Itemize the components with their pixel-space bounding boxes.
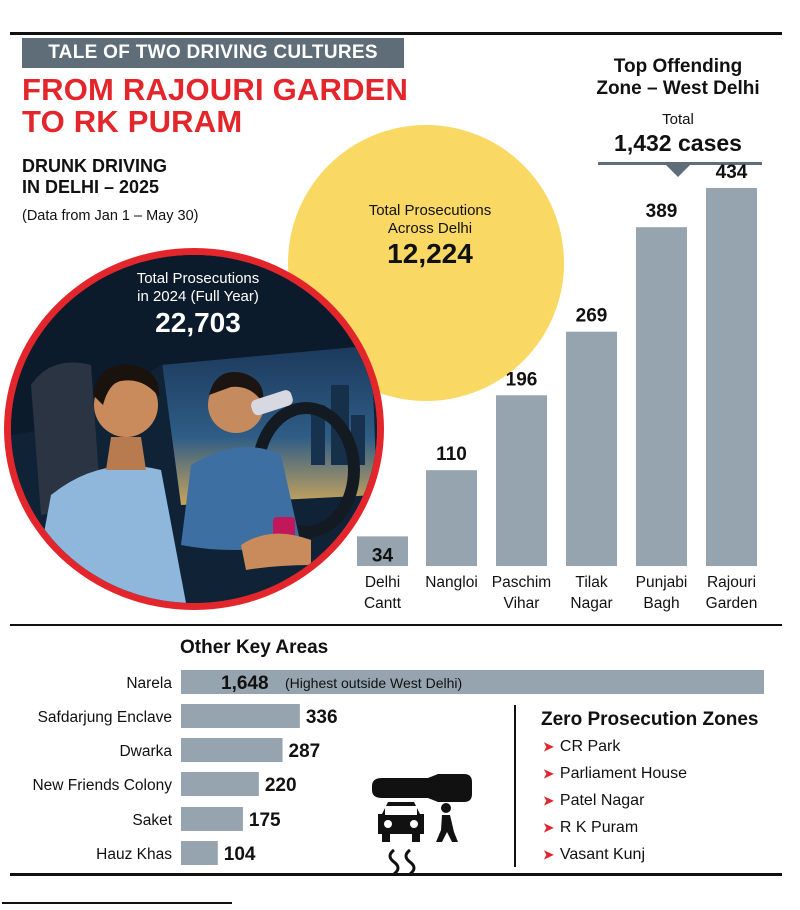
area-bar-label: New Friends Colony — [32, 777, 172, 794]
car-interior-illustration — [11, 255, 377, 603]
zone-bar-label: Delhi — [365, 574, 400, 591]
zone-bar — [636, 227, 687, 566]
zone-bar-label: Cantt — [364, 595, 402, 612]
area-bar — [181, 807, 243, 831]
zone-bar — [496, 395, 547, 566]
zone-bar-value: 389 — [646, 201, 678, 222]
zone-bar-value: 196 — [506, 369, 538, 390]
subtitle-line-1: DRUNK DRIVING — [22, 156, 168, 176]
area-bar-value: 104 — [224, 844, 256, 865]
arrow-icon: ➤ — [543, 739, 554, 754]
top-zone-title: Top Offending Zone – West Delhi — [568, 56, 788, 100]
top-zone-total-value: 1,432 cases — [614, 130, 742, 156]
delhi-total-value: 12,224 — [387, 238, 473, 269]
zone-bar-label: Nagar — [570, 595, 612, 612]
area-bar-value: 336 — [306, 707, 338, 728]
zone-bar-label: Paschim — [492, 574, 551, 591]
zone-bar-label: Nangloi — [425, 574, 478, 591]
kicker-banner: TALE OF TWO DRIVING CULTURES — [22, 38, 404, 68]
zero-zone-label: Patel Nagar — [559, 792, 645, 809]
area-bar-note: (Highest outside West Delhi) — [285, 675, 462, 691]
area-bar-value: 220 — [265, 775, 297, 796]
area-bar — [181, 841, 218, 865]
delhi-total-label-line-1: Total Prosecutions — [368, 202, 492, 219]
zero-zones-divider — [514, 705, 516, 867]
delhi-total-label-line-2: Across Delhi — [387, 220, 473, 237]
data-period: (Data from Jan 1 – May 30) — [22, 208, 199, 224]
arrow-icon: ➤ — [543, 820, 554, 835]
subtitle-line-2: IN DELHI – 2025 — [22, 177, 160, 197]
arrow-icon: ➤ — [543, 793, 554, 808]
zone-bar-label: Punjabi — [636, 574, 688, 591]
zone-bar-label: Rajouri — [707, 574, 756, 591]
arrow-icon: ➤ — [543, 847, 554, 862]
graphic-frame — [10, 32, 782, 876]
top-zone-title-line-2: Zone – West Delhi — [596, 78, 760, 99]
zero-zone-label: CR Park — [559, 738, 621, 755]
zone-bar-label: Garden — [706, 595, 758, 612]
prev-year-label: Total Prosecutions in 2024 (Full Year) — [88, 270, 308, 306]
zero-zone-label: R K Puram — [559, 819, 639, 836]
zone-bar-label: Tilak — [575, 574, 607, 591]
zone-bar-label: Bagh — [643, 595, 679, 612]
area-bar-label: Saket — [132, 812, 172, 829]
zone-bar-value: 269 — [576, 306, 608, 327]
area-bar — [181, 670, 764, 694]
area-bar — [181, 772, 259, 796]
zone-bar — [566, 331, 617, 566]
top-zone-title-line-1: Top Offending — [613, 56, 743, 77]
arrow-icon: ➤ — [543, 766, 554, 781]
area-bar-label: Narela — [126, 675, 172, 692]
area-bar-label: Hauz Khas — [96, 846, 172, 863]
area-bar — [181, 738, 283, 762]
area-bar-value: 287 — [289, 741, 321, 762]
zone-bar-label: Vihar — [504, 595, 540, 612]
zone-bar-value: 110 — [436, 444, 467, 465]
footer-rule — [2, 902, 232, 904]
area-bar-label: Safdarjung Enclave — [38, 709, 172, 726]
subtitle: DRUNK DRIVING IN DELHI – 2025 — [22, 156, 282, 198]
top-zone-pointer — [666, 165, 690, 177]
drunk-driving-icon — [372, 774, 472, 876]
headline-line-2: TO RK PURAM — [22, 104, 243, 139]
top-zone-total-rule — [598, 162, 762, 165]
delhi-total-label: Total Prosecutions Across Delhi — [328, 202, 532, 238]
zone-bar-value: 434 — [716, 162, 748, 183]
drivers-illustration — [4, 248, 384, 610]
prev-year-label-line-1: Total Prosecutions — [136, 270, 260, 287]
zero-zone-item: ➤ CR Park — [543, 738, 620, 756]
zone-bar-value: 34 — [372, 545, 394, 566]
area-bar-value: 1,648 — [221, 673, 269, 694]
zero-zone-item: ➤ R K Puram — [543, 819, 638, 837]
area-bar — [181, 704, 300, 728]
zero-zone-item: ➤ Patel Nagar — [543, 792, 644, 810]
headline: FROM RAJOURI GARDEN TO RK PURAM — [22, 74, 422, 138]
section-divider — [10, 624, 782, 626]
zero-zone-label: Parliament House — [559, 765, 688, 782]
headline-line-1: FROM RAJOURI GARDEN — [22, 72, 409, 107]
zero-zone-label: Vasant Kunj — [559, 846, 645, 863]
zero-zone-item: ➤ Parliament House — [543, 765, 687, 783]
other-areas-title: Other Key Areas — [180, 637, 329, 658]
zone-bar — [357, 536, 408, 566]
area-bar-label: Dwarka — [119, 743, 172, 760]
zero-zones-title: Zero Prosecution Zones — [541, 709, 759, 730]
prev-year-label-line-2: in 2024 (Full Year) — [137, 288, 259, 305]
zero-zone-item: ➤ Vasant Kunj — [543, 846, 645, 864]
zone-bar — [426, 470, 477, 566]
area-bar-value: 175 — [249, 810, 281, 831]
prev-year-value: 22,703 — [155, 307, 241, 338]
zone-bar — [706, 188, 757, 566]
top-zone-total-label: Total — [662, 111, 694, 128]
